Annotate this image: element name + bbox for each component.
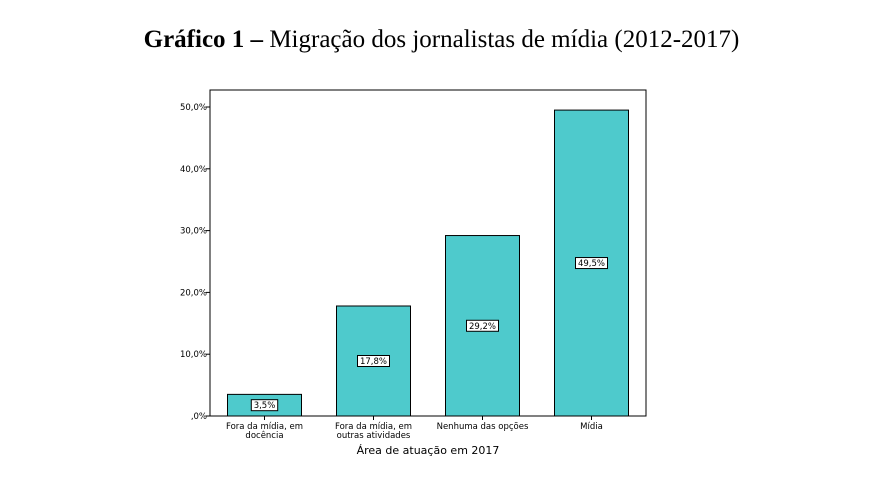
y-tick-label: 10,0% <box>180 350 207 360</box>
data-label-box <box>575 257 608 270</box>
data-label: 49,5% <box>578 259 605 269</box>
chart-title: Gráfico 1 – Migração dos jornalistas de … <box>0 26 883 54</box>
data-label: 17,8% <box>360 357 387 367</box>
data-label: 29,2% <box>469 322 496 332</box>
x-tick-label: Mídia <box>580 422 603 432</box>
data-label-box <box>357 354 390 367</box>
data-label-box <box>250 399 279 412</box>
chart-title-bold: Gráfico 1 – <box>143 26 264 53</box>
chart-title-rest: Migração dos jornalistas de mídia (2012-… <box>263 26 740 53</box>
y-tick-label: 20,0% <box>180 288 207 298</box>
y-tick-label: 50,0% <box>180 103 207 113</box>
plot-frame <box>209 89 647 417</box>
y-tick-label: ,0% <box>191 412 207 422</box>
x-tick-label: Fora da mídia, em docência <box>226 422 303 441</box>
x-tick-label: Nenhuma das opções <box>437 422 529 432</box>
x-axis-title: Área de atuação em 2017 <box>357 444 500 457</box>
y-tick-label: 30,0% <box>180 227 207 237</box>
y-tick-label: 40,0% <box>180 165 207 175</box>
x-tick-label: Fora da mídia, em outras atividades <box>335 422 412 441</box>
data-label-box <box>466 319 499 332</box>
data-label: 3,5% <box>254 401 276 411</box>
